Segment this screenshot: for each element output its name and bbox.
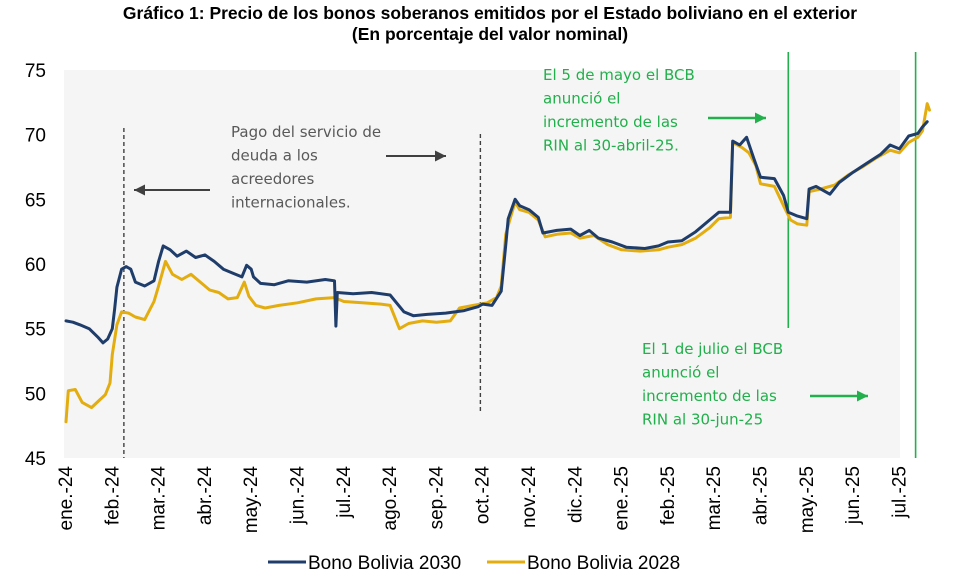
arrow-right-green-icon-2	[810, 390, 868, 402]
annotation-1: Pago del servicio de deuda a los acreedore…	[231, 123, 381, 212]
legend-label-bono-bolivia-2030: Bono Bolivia 2030	[308, 553, 461, 574]
x-tick-label-mar-24: mar.-24	[149, 466, 170, 531]
y-tick-label-60: 60	[25, 255, 46, 276]
annotation-2-line-3: incremento de las	[543, 113, 678, 131]
series-line-bono-bolivia-2030	[64, 120, 929, 345]
annotation-3-line-3: incremento de las	[642, 387, 777, 405]
x-tick-label-ene-24: ene.-24	[56, 466, 77, 531]
x-tick-label-dic-24: dic.-24	[565, 466, 586, 523]
plot-area	[64, 70, 900, 458]
x-tick-label-may-25: may.-25	[797, 466, 818, 533]
legend: Bono Bolivia 2030 Bono Bolivia 2028	[268, 553, 680, 574]
series-lines	[64, 102, 931, 424]
y-tick-label-65: 65	[25, 190, 46, 211]
arrow-right-icon	[386, 150, 446, 162]
annotation-3: El 1 de julio el BCB anunció el incremento…	[642, 340, 783, 429]
x-tick-label-abr-25: abr.-25	[751, 466, 772, 525]
x-tick-label-ago-24: ago.-24	[380, 466, 401, 531]
arrow-left-icon	[134, 184, 210, 196]
annotation-1-line-3: acreedores	[231, 170, 314, 188]
legend-label-bono-bolivia-2028: Bono Bolivia 2028	[527, 553, 680, 574]
annotation-2-line-4: RIN al 30-abril-25.	[543, 137, 679, 155]
annotation-1-line-1: Pago del servicio de	[231, 123, 381, 141]
annotations: Pago del servicio de deuda a los acreedore…	[134, 66, 868, 429]
y-tick-label-50: 50	[25, 384, 46, 405]
x-tick-label-jun-25: jun.-25	[843, 466, 864, 525]
annotation-3-line-4: RIN al 30-jun-25	[642, 411, 763, 429]
arrow-right-green-icon	[708, 112, 766, 124]
x-tick-label-jul-24: jul.-24	[334, 466, 355, 519]
reference-lines	[123, 52, 917, 458]
x-tick-label-ene-25: ene.-25	[612, 466, 633, 530]
x-tick-label-may-24: may.-24	[241, 466, 262, 534]
annotation-1-line-2: deuda a los	[231, 147, 318, 165]
x-tick-label-jun-24: jun.-24	[288, 466, 309, 526]
x-tick-label-nov-24: nov.-24	[519, 466, 540, 528]
annotation-2-line-1: El 5 de mayo el BCB	[543, 66, 695, 84]
x-tick-label-mar-25: mar.-25	[704, 466, 725, 530]
chart-subtitle: (En porcentaje del valor nominal)	[351, 24, 629, 44]
chart-title-block: Gráfico 1: Precio de los bonos soberanos…	[0, 3, 980, 45]
x-tick-label-sep-24: sep.-24	[426, 466, 447, 530]
annotation-2-line-2: anunció el	[543, 90, 620, 108]
chart-title: Gráfico 1: Precio de los bonos soberanos…	[122, 3, 858, 23]
y-tick-label-75: 75	[25, 61, 46, 82]
y-axis-ticks: 45 50 55 60 65 70 75	[25, 61, 46, 470]
x-tick-label-abr-24: abr.-24	[195, 466, 216, 526]
x-tick-label-feb-25: feb.-25	[658, 466, 679, 525]
annotation-1-line-4: internacionales.	[231, 194, 351, 212]
annotation-2: El 5 de mayo el BCB anunció el incremento …	[543, 66, 695, 155]
annotation-3-line-2: anunció el	[642, 364, 719, 382]
x-axis-ticks: ene.-24 feb.-24 mar.-24 abr.-24 may.-24 jun.-…	[56, 466, 910, 534]
x-tick-label-oct-24: oct.-24	[473, 466, 494, 525]
x-tick-label-jul-25: jul.-25	[889, 466, 910, 519]
annotation-3-line-1: El 1 de julio el BCB	[642, 340, 783, 358]
y-tick-label-55: 55	[25, 320, 46, 341]
y-tick-label-70: 70	[25, 126, 46, 147]
x-tick-label-feb-24: feb.-24	[102, 466, 123, 526]
y-tick-label-45: 45	[25, 449, 46, 470]
